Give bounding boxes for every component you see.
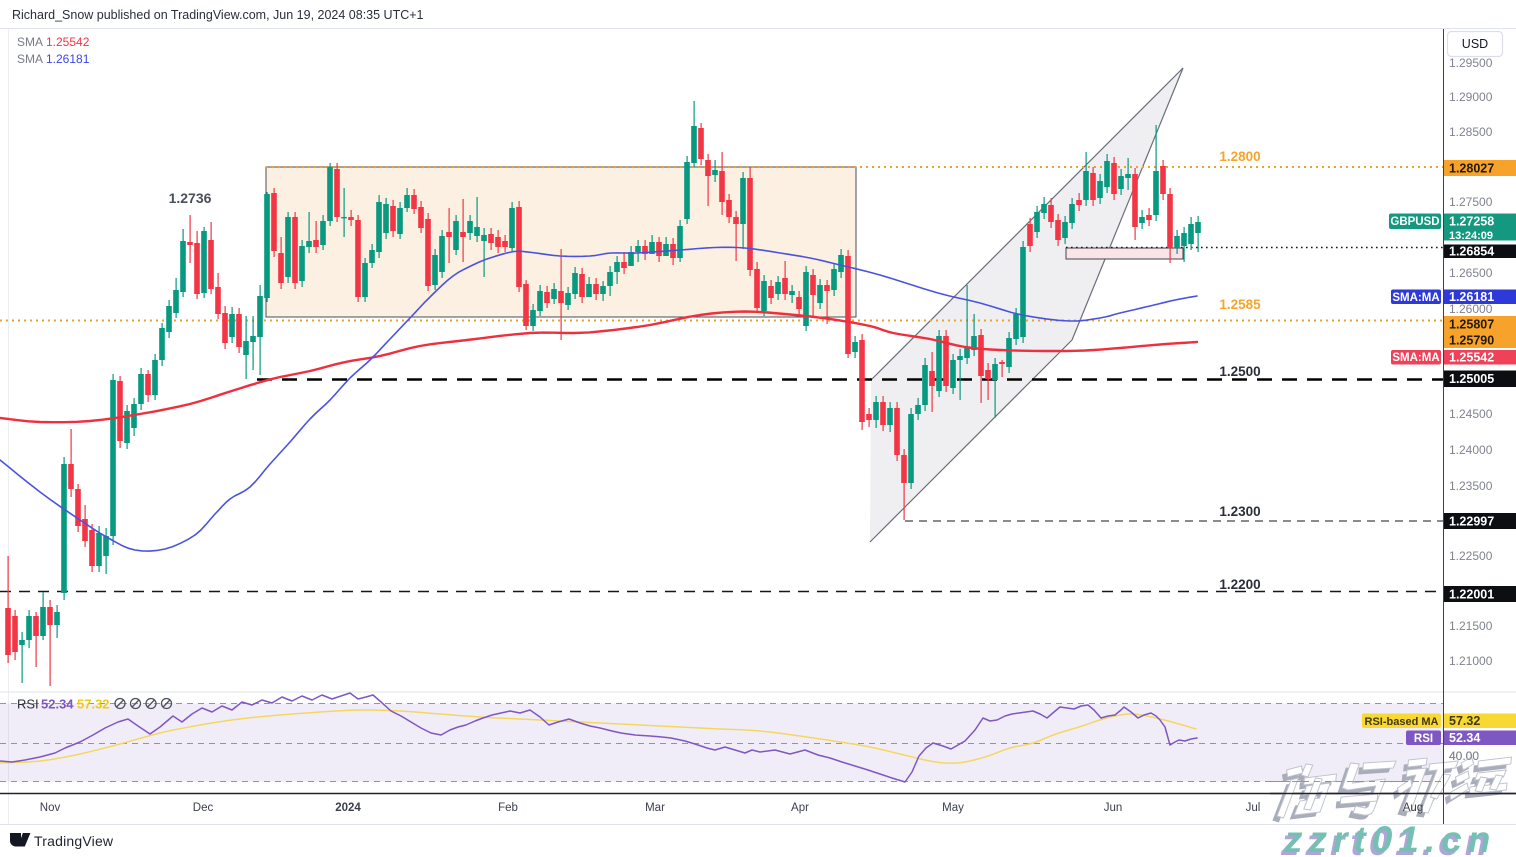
svg-text:1.28027: 1.28027 [1449, 161, 1494, 175]
svg-text:Richard_Snow published on Trad: Richard_Snow published on TradingView.co… [12, 8, 424, 22]
svg-text:Jul: Jul [1246, 802, 1261, 814]
svg-text:1.22500: 1.22500 [1449, 549, 1493, 563]
svg-text:1.28500: 1.28500 [1449, 125, 1493, 139]
svg-text:1.2500: 1.2500 [1219, 364, 1260, 379]
svg-text:1.2800: 1.2800 [1219, 149, 1260, 164]
svg-text:1.21500: 1.21500 [1449, 619, 1493, 633]
svg-text:zzrt01.cn: zzrt01.cn [1283, 819, 1496, 857]
svg-text:1.26500: 1.26500 [1449, 266, 1493, 280]
svg-text:SMA:MA: SMA:MA [1392, 292, 1439, 304]
svg-text:Nov: Nov [40, 802, 61, 814]
svg-text:1.22001: 1.22001 [1449, 587, 1494, 601]
svg-text:1.26181: 1.26181 [1449, 290, 1494, 304]
svg-text:Apr: Apr [791, 802, 809, 814]
svg-text:Feb: Feb [498, 802, 518, 814]
svg-text:1.25790: 1.25790 [1449, 333, 1494, 347]
svg-text:RSI: RSI [1414, 733, 1433, 745]
svg-text:1.26000: 1.26000 [1449, 302, 1493, 316]
svg-text:SMA: SMA [17, 35, 43, 49]
svg-text:1.2585: 1.2585 [1219, 297, 1261, 312]
svg-text:1.2736: 1.2736 [169, 190, 212, 206]
svg-text:SMA: SMA [17, 52, 43, 66]
svg-text:1.22997: 1.22997 [1449, 514, 1494, 528]
svg-text:RSI-based MA: RSI-based MA [1365, 716, 1439, 728]
svg-text:GBPUSD: GBPUSD [1390, 216, 1439, 228]
svg-text:1.26854: 1.26854 [1449, 245, 1494, 259]
svg-text:1.2300: 1.2300 [1219, 504, 1260, 519]
svg-text:1.23500: 1.23500 [1449, 479, 1493, 493]
svg-text:Aug: Aug [1403, 802, 1423, 814]
svg-text:1.26181: 1.26181 [46, 52, 90, 66]
svg-text:USD: USD [1462, 37, 1488, 51]
svg-text:1.27258: 1.27258 [1449, 215, 1494, 229]
svg-text:40.00: 40.00 [1449, 749, 1479, 763]
svg-text:52.34: 52.34 [1449, 731, 1480, 745]
svg-text:zzrt01.cn: zzrt01.cn [1280, 822, 1493, 857]
svg-text:1.25005: 1.25005 [1449, 372, 1494, 386]
svg-text:RSI: RSI [17, 697, 39, 712]
svg-text:1.25542: 1.25542 [1449, 351, 1494, 365]
svg-text:1.29500: 1.29500 [1449, 56, 1493, 70]
svg-text:57.32: 57.32 [1449, 714, 1480, 728]
svg-text:1.24000: 1.24000 [1449, 443, 1493, 457]
svg-text:Dec: Dec [193, 802, 214, 814]
svg-text:1.25542: 1.25542 [46, 35, 90, 49]
svg-text:SMA:MA: SMA:MA [1392, 352, 1439, 364]
svg-text:1.21000: 1.21000 [1449, 654, 1493, 668]
svg-text:13:24:09: 13:24:09 [1449, 230, 1493, 242]
svg-text:1.24500: 1.24500 [1449, 407, 1493, 421]
svg-text:1.2200: 1.2200 [1219, 577, 1260, 592]
svg-text:52.34: 52.34 [41, 697, 74, 712]
svg-text:1.25807: 1.25807 [1449, 317, 1494, 331]
svg-text:1.29000: 1.29000 [1449, 90, 1493, 104]
svg-text:Mar: Mar [645, 802, 665, 814]
svg-text:2024: 2024 [335, 802, 361, 814]
svg-text:57.32: 57.32 [77, 697, 110, 712]
svg-text:May: May [942, 802, 964, 814]
svg-text:Jun: Jun [1104, 802, 1123, 814]
svg-text:TradingView: TradingView [34, 833, 114, 849]
svg-text:1.27500: 1.27500 [1449, 195, 1493, 209]
